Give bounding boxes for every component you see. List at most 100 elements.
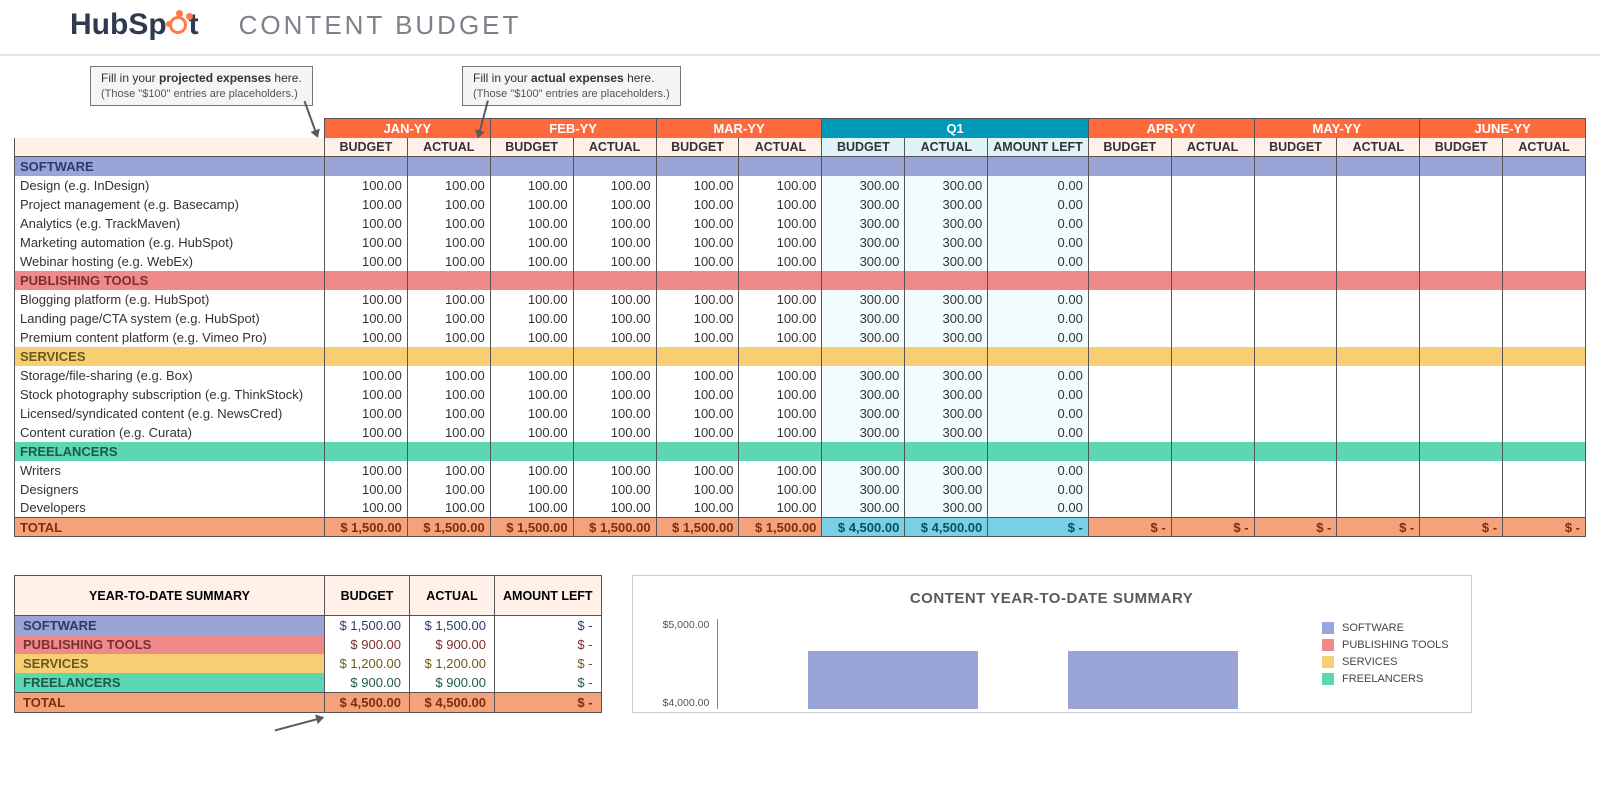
cell[interactable]: 100.00	[739, 290, 822, 309]
cell[interactable]: 100.00	[407, 480, 490, 499]
cell[interactable]	[1171, 385, 1254, 404]
cell[interactable]: 100.00	[739, 385, 822, 404]
cell[interactable]: 300.00	[822, 404, 905, 423]
cell[interactable]: 100.00	[573, 176, 656, 195]
cell[interactable]	[1254, 233, 1337, 252]
cell[interactable]: 300.00	[905, 328, 988, 347]
cell[interactable]: 300.00	[905, 404, 988, 423]
cell[interactable]: 100.00	[656, 176, 739, 195]
cell[interactable]	[1088, 233, 1171, 252]
cell[interactable]	[1337, 366, 1420, 385]
cell[interactable]: 0.00	[988, 385, 1089, 404]
budget-table[interactable]: JAN-YYFEB-YYMAR-YYQ1APR-YYMAY-YYJUNE-YYB…	[14, 118, 1586, 537]
cell[interactable]	[1171, 423, 1254, 442]
cell[interactable]: 100.00	[324, 252, 407, 271]
cell[interactable]: 100.00	[573, 499, 656, 518]
cell[interactable]: 300.00	[905, 366, 988, 385]
ytd-cell[interactable]: $ -	[495, 654, 602, 673]
cell[interactable]	[1420, 423, 1503, 442]
cell[interactable]: 300.00	[822, 176, 905, 195]
cell[interactable]: 100.00	[739, 366, 822, 385]
cell[interactable]	[1088, 214, 1171, 233]
cell[interactable]	[1503, 461, 1586, 480]
cell[interactable]: 100.00	[656, 214, 739, 233]
cell[interactable]: 300.00	[905, 423, 988, 442]
cell[interactable]	[1254, 252, 1337, 271]
cell[interactable]: 300.00	[905, 252, 988, 271]
cell[interactable]	[1503, 290, 1586, 309]
cell[interactable]	[1171, 176, 1254, 195]
cell[interactable]: 0.00	[988, 290, 1089, 309]
cell[interactable]: 100.00	[324, 309, 407, 328]
cell[interactable]: 100.00	[573, 461, 656, 480]
row-label[interactable]: Content curation (e.g. Curata)	[15, 423, 325, 442]
cell[interactable]	[1171, 328, 1254, 347]
cell[interactable]: 100.00	[407, 195, 490, 214]
cell[interactable]: 100.00	[739, 423, 822, 442]
ytd-cell[interactable]: $ 900.00	[410, 673, 495, 693]
cell[interactable]: 300.00	[905, 214, 988, 233]
cell[interactable]: 300.00	[822, 233, 905, 252]
cell[interactable]: 100.00	[324, 480, 407, 499]
ytd-cell[interactable]: $ 900.00	[325, 635, 410, 654]
cell[interactable]	[1503, 195, 1586, 214]
cell[interactable]: 100.00	[324, 404, 407, 423]
ytd-summary-table[interactable]: YEAR-TO-DATE SUMMARYBUDGETACTUALAMOUNT L…	[14, 575, 602, 713]
cell[interactable]: 100.00	[324, 328, 407, 347]
cell[interactable]	[1337, 328, 1420, 347]
cell[interactable]	[1088, 366, 1171, 385]
cell[interactable]	[1171, 252, 1254, 271]
cell[interactable]: 100.00	[324, 233, 407, 252]
cell[interactable]: 100.00	[324, 195, 407, 214]
cell[interactable]	[1337, 480, 1420, 499]
cell[interactable]: 0.00	[988, 252, 1089, 271]
cell[interactable]: 300.00	[905, 290, 988, 309]
cell[interactable]: 100.00	[656, 195, 739, 214]
cell[interactable]: 300.00	[905, 309, 988, 328]
cell[interactable]: 100.00	[407, 461, 490, 480]
cell[interactable]	[1171, 309, 1254, 328]
cell[interactable]	[1171, 366, 1254, 385]
cell[interactable]: 100.00	[739, 328, 822, 347]
cell[interactable]: 300.00	[822, 499, 905, 518]
cell[interactable]: 0.00	[988, 214, 1089, 233]
cell[interactable]: 100.00	[573, 385, 656, 404]
ytd-cell[interactable]: $ 1,200.00	[325, 654, 410, 673]
cell[interactable]	[1088, 290, 1171, 309]
cell[interactable]: 100.00	[573, 366, 656, 385]
cell[interactable]	[1088, 461, 1171, 480]
cell[interactable]	[1420, 252, 1503, 271]
cell[interactable]	[1420, 214, 1503, 233]
cell[interactable]	[1254, 480, 1337, 499]
cell[interactable]: 100.00	[407, 233, 490, 252]
cell[interactable]: 100.00	[490, 214, 573, 233]
cell[interactable]: 100.00	[324, 461, 407, 480]
row-label[interactable]: Project management (e.g. Basecamp)	[15, 195, 325, 214]
cell[interactable]	[1254, 404, 1337, 423]
ytd-cell[interactable]: $ 1,500.00	[325, 616, 410, 636]
cell[interactable]	[1254, 176, 1337, 195]
cell[interactable]	[1420, 404, 1503, 423]
cell[interactable]: 100.00	[407, 404, 490, 423]
cell[interactable]: 100.00	[739, 309, 822, 328]
cell[interactable]	[1503, 309, 1586, 328]
cell[interactable]: 300.00	[822, 252, 905, 271]
cell[interactable]: 300.00	[905, 385, 988, 404]
cell[interactable]: 100.00	[324, 423, 407, 442]
cell[interactable]: 0.00	[988, 309, 1089, 328]
cell[interactable]: 100.00	[656, 309, 739, 328]
row-label[interactable]: Webinar hosting (e.g. WebEx)	[15, 252, 325, 271]
cell[interactable]	[1254, 290, 1337, 309]
row-label[interactable]: Stock photography subscription (e.g. Thi…	[15, 385, 325, 404]
cell[interactable]: 300.00	[822, 385, 905, 404]
cell[interactable]	[1420, 461, 1503, 480]
cell[interactable]	[1337, 404, 1420, 423]
cell[interactable]: 100.00	[490, 309, 573, 328]
cell[interactable]: 100.00	[490, 328, 573, 347]
cell[interactable]: 100.00	[739, 233, 822, 252]
cell[interactable]: 300.00	[822, 214, 905, 233]
ytd-cell[interactable]: $ -	[495, 635, 602, 654]
cell[interactable]	[1503, 423, 1586, 442]
cell[interactable]: 100.00	[324, 176, 407, 195]
cell[interactable]: 100.00	[739, 461, 822, 480]
